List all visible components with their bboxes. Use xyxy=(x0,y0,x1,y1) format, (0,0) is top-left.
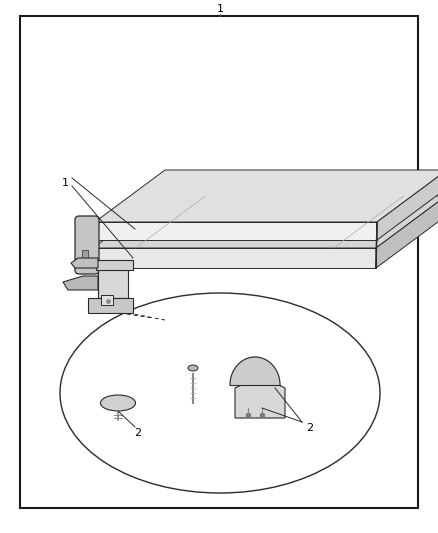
Polygon shape xyxy=(63,276,98,290)
Polygon shape xyxy=(376,222,377,268)
Text: 2: 2 xyxy=(307,423,314,433)
Polygon shape xyxy=(88,298,133,313)
Polygon shape xyxy=(98,266,128,298)
Polygon shape xyxy=(235,381,285,418)
Ellipse shape xyxy=(188,365,198,371)
Text: 2: 2 xyxy=(134,428,141,438)
Polygon shape xyxy=(93,248,376,268)
Polygon shape xyxy=(95,222,377,240)
Polygon shape xyxy=(376,196,438,268)
Ellipse shape xyxy=(100,395,135,411)
Polygon shape xyxy=(93,222,95,268)
Polygon shape xyxy=(377,170,438,240)
Polygon shape xyxy=(95,170,438,222)
Bar xyxy=(82,250,88,258)
Ellipse shape xyxy=(60,293,380,493)
Polygon shape xyxy=(93,196,438,248)
FancyBboxPatch shape xyxy=(75,216,99,274)
Text: 1: 1 xyxy=(216,4,223,14)
Polygon shape xyxy=(96,260,133,270)
Polygon shape xyxy=(71,258,98,268)
Polygon shape xyxy=(230,357,280,385)
Bar xyxy=(101,295,113,305)
Text: 1: 1 xyxy=(61,178,68,188)
